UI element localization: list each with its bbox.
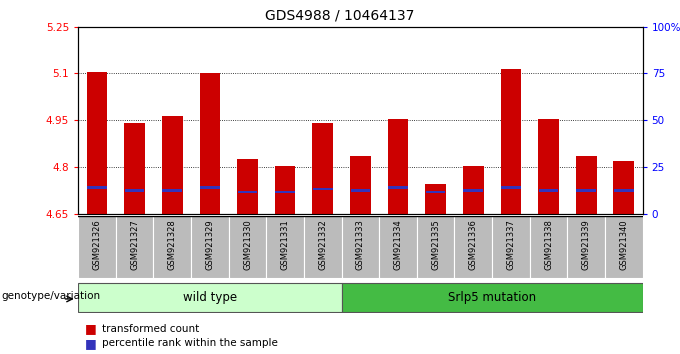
Bar xyxy=(191,216,228,278)
Text: transformed count: transformed count xyxy=(102,324,199,333)
Bar xyxy=(313,188,333,190)
Bar xyxy=(341,283,643,312)
Bar xyxy=(199,74,220,214)
Bar xyxy=(538,119,559,214)
Bar xyxy=(613,161,634,214)
Bar xyxy=(539,189,558,192)
Text: genotype/variation: genotype/variation xyxy=(1,291,101,301)
Bar xyxy=(454,216,492,278)
Text: GSM921331: GSM921331 xyxy=(281,219,290,270)
Text: ■: ■ xyxy=(85,322,97,335)
Bar xyxy=(426,191,445,193)
Text: GSM921338: GSM921338 xyxy=(544,219,553,270)
Text: GDS4988 / 10464137: GDS4988 / 10464137 xyxy=(265,9,415,23)
Bar xyxy=(228,216,267,278)
Bar xyxy=(341,216,379,278)
Bar xyxy=(500,69,522,214)
Text: wild type: wild type xyxy=(183,291,237,304)
Bar xyxy=(163,189,182,192)
Bar xyxy=(304,216,341,278)
Text: GSM921333: GSM921333 xyxy=(356,219,365,270)
Bar xyxy=(492,216,530,278)
Bar xyxy=(124,124,145,214)
Bar xyxy=(464,189,483,192)
Bar xyxy=(267,216,304,278)
Bar xyxy=(605,216,643,278)
Bar xyxy=(463,166,483,214)
Text: GSM921327: GSM921327 xyxy=(130,219,139,270)
Bar xyxy=(154,216,191,278)
Text: GSM921339: GSM921339 xyxy=(581,219,591,270)
Bar xyxy=(275,191,295,193)
Bar xyxy=(312,124,333,214)
Text: percentile rank within the sample: percentile rank within the sample xyxy=(102,338,278,348)
Text: GSM921332: GSM921332 xyxy=(318,219,327,270)
Text: GSM921334: GSM921334 xyxy=(394,219,403,270)
Bar xyxy=(238,191,257,193)
Bar xyxy=(275,166,296,214)
Bar xyxy=(577,189,596,192)
Text: ■: ■ xyxy=(85,337,97,350)
Bar xyxy=(417,216,454,278)
Bar xyxy=(425,184,446,214)
Bar xyxy=(237,159,258,214)
Bar xyxy=(200,186,220,189)
Text: GSM921336: GSM921336 xyxy=(469,219,478,270)
Bar xyxy=(501,186,521,189)
Bar xyxy=(351,189,370,192)
Bar xyxy=(86,72,107,214)
Bar xyxy=(87,186,107,189)
Bar xyxy=(530,216,567,278)
Bar xyxy=(78,216,116,278)
Bar xyxy=(614,189,634,192)
Text: GSM921330: GSM921330 xyxy=(243,219,252,270)
Bar xyxy=(388,186,408,189)
Text: GSM921329: GSM921329 xyxy=(205,219,214,270)
Bar xyxy=(388,119,409,214)
Bar xyxy=(350,156,371,214)
Bar xyxy=(162,116,183,214)
Text: GSM921326: GSM921326 xyxy=(92,219,101,270)
Bar xyxy=(379,216,417,278)
Bar xyxy=(78,283,341,312)
Text: GSM921340: GSM921340 xyxy=(619,219,628,270)
Bar xyxy=(125,189,144,192)
Bar xyxy=(116,216,154,278)
Text: GSM921328: GSM921328 xyxy=(168,219,177,270)
Bar xyxy=(576,156,596,214)
Text: GSM921337: GSM921337 xyxy=(507,219,515,270)
Bar xyxy=(567,216,605,278)
Text: Srlp5 mutation: Srlp5 mutation xyxy=(448,291,536,304)
Text: GSM921335: GSM921335 xyxy=(431,219,440,270)
